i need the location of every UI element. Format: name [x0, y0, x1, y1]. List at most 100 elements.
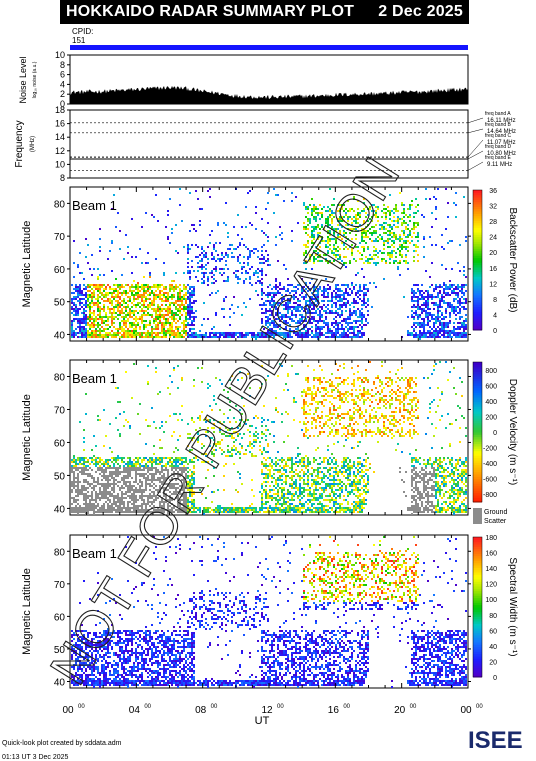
heat-cell — [261, 274, 263, 276]
heat-cell — [463, 308, 465, 310]
heat-cell — [107, 481, 109, 483]
heat-cell — [317, 296, 319, 298]
heat-cell — [99, 312, 101, 314]
heat-cell — [349, 308, 351, 310]
heat-cell — [127, 463, 129, 465]
heat-cell — [149, 276, 151, 278]
heat-cell — [283, 264, 285, 266]
heat-cell — [133, 318, 135, 320]
heat-cell — [161, 483, 163, 485]
heat-cell — [417, 324, 419, 326]
heat-cell — [185, 324, 187, 326]
heat-cell — [393, 260, 395, 262]
heat-cell — [351, 248, 353, 250]
heat-cell — [427, 312, 429, 314]
heat-cell — [333, 232, 335, 234]
heat-cell — [147, 314, 149, 316]
heat-cell — [77, 294, 79, 296]
heat-cell — [409, 214, 411, 216]
heat-cell — [357, 302, 359, 304]
heat-cell — [323, 292, 325, 294]
heat-cell — [177, 419, 179, 421]
heat-cell — [179, 475, 181, 477]
heat-cell — [103, 322, 105, 324]
heat-cell — [93, 332, 95, 334]
heat-cell — [193, 312, 195, 314]
heat-cell — [215, 266, 217, 268]
heat-cell — [185, 507, 187, 509]
heat-cell — [121, 499, 123, 501]
noise-tick-label: 8 — [60, 60, 65, 70]
heat-cell — [147, 290, 149, 292]
heat-cell — [315, 294, 317, 296]
heat-cell — [107, 306, 109, 308]
heat-cell — [275, 318, 277, 320]
heat-cell — [143, 499, 145, 501]
heat-cell — [105, 292, 107, 294]
heat-cell — [161, 326, 163, 328]
heat-cell — [113, 290, 115, 292]
colorbar-tick-label: 28 — [489, 219, 497, 226]
heat-cell — [111, 471, 113, 473]
colorbar-step — [473, 299, 482, 303]
heat-cell — [133, 336, 135, 338]
heat-cell — [285, 294, 287, 296]
heat-cell — [403, 296, 405, 298]
heat-cell — [295, 310, 297, 312]
heat-cell — [371, 256, 373, 258]
heat-cell — [465, 302, 467, 304]
heat-cell — [191, 316, 193, 318]
heat-cell — [335, 228, 337, 230]
heat-cell — [461, 286, 463, 288]
heat-cell — [89, 294, 91, 296]
heat-cell — [449, 334, 451, 336]
heat-cell — [143, 292, 145, 294]
heat-cell — [185, 302, 187, 304]
heat-cell — [121, 503, 123, 505]
heat-cell — [199, 208, 201, 210]
heat-cell — [303, 320, 305, 322]
heat-cell — [171, 314, 173, 316]
heat-cell — [271, 300, 273, 302]
heat-cell — [339, 204, 341, 206]
heat-cell — [273, 326, 275, 328]
heat-cell — [399, 246, 401, 248]
heat-cell — [355, 246, 357, 248]
freq-leader — [467, 150, 484, 160]
heat-cell — [401, 248, 403, 250]
heat-cell — [169, 501, 171, 503]
heat-cell — [157, 463, 159, 465]
heat-cell — [157, 310, 159, 312]
heat-cell — [155, 473, 157, 475]
heat-cell — [407, 316, 409, 318]
heat-cell — [357, 320, 359, 322]
heat-cell — [183, 491, 185, 493]
heat-cell — [167, 387, 169, 389]
heat-cell — [85, 473, 87, 475]
heat-cell — [197, 334, 199, 336]
heat-cell — [153, 487, 155, 489]
heat-cell — [171, 330, 173, 332]
heat-cell — [423, 328, 425, 330]
heat-cell — [107, 503, 109, 505]
heat-cell — [423, 302, 425, 304]
heat-cell — [281, 298, 283, 300]
heat-cell — [151, 332, 153, 334]
heat-cell — [421, 304, 423, 306]
heat-cell — [411, 292, 413, 294]
heat-cell — [353, 198, 355, 200]
heat-cell — [403, 220, 405, 222]
heat-cell — [71, 332, 73, 334]
heat-cell — [105, 471, 107, 473]
heat-cell — [265, 250, 267, 252]
heat-cell — [85, 286, 87, 288]
heat-cell — [269, 294, 271, 296]
heat-cell — [263, 302, 265, 304]
heat-cell — [313, 234, 315, 236]
heat-cell — [175, 300, 177, 302]
heat-cell — [393, 240, 395, 242]
heat-cell — [193, 288, 195, 290]
heat-cell — [87, 513, 89, 515]
heat-cell — [449, 240, 451, 242]
heat-cell — [197, 246, 199, 248]
